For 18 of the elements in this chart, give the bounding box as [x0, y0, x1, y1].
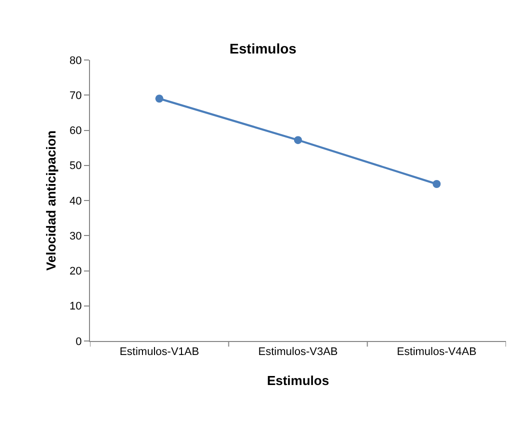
y-tick-label: 0 [76, 336, 82, 348]
y-tick-label: 20 [70, 266, 82, 278]
y-tick-label: 50 [70, 160, 82, 172]
point [432, 180, 441, 188]
y-tick-label: 80 [70, 54, 82, 67]
y-tick-label: 30 [70, 230, 82, 242]
y-tick-label: 40 [70, 195, 82, 208]
y-tick-label: 10 [70, 300, 82, 313]
point [155, 94, 164, 103]
x-tick-label: Estimulos-V4AB [396, 346, 476, 358]
x-tick-label: Estimulos-V1AB [120, 346, 200, 358]
y-axis-title: Velocidad anticipacion [44, 130, 58, 271]
x-axis-title: Estimulos [266, 372, 330, 388]
x-tick-label: Estimulos-V3AB [258, 346, 338, 358]
chart-title: Estimulos [230, 40, 297, 56]
y-tick-label: 70 [70, 90, 82, 102]
point [294, 136, 302, 144]
y-tick-label: 60 [70, 125, 82, 138]
